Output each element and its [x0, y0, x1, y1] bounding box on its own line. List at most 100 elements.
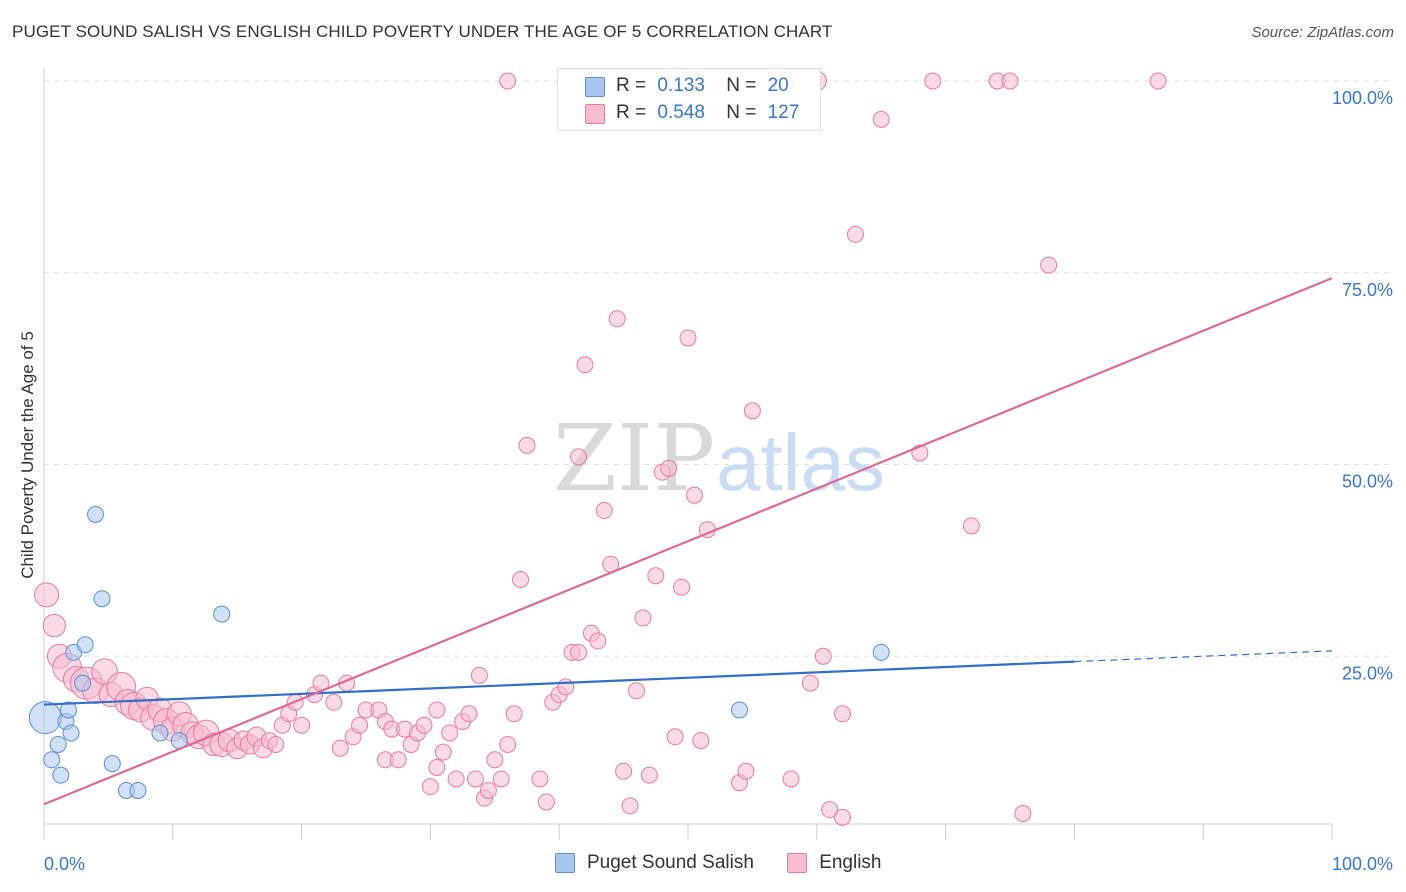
legend-label: English	[819, 852, 882, 873]
x-axis-tick-labels: 0.0% 100.0%	[44, 854, 1393, 874]
legend-swatch-blue	[585, 77, 605, 97]
english-point	[537, 793, 555, 811]
english-point	[576, 356, 594, 374]
english-point	[821, 801, 839, 819]
english-point	[499, 735, 517, 753]
x-tick-label: 0.0%	[44, 854, 85, 874]
legend-row-blue: R = 0.133 N = 20	[616, 75, 789, 97]
english-point	[570, 448, 588, 466]
english-point	[608, 310, 626, 328]
puget-sound-salish-point	[49, 735, 67, 753]
english-point	[428, 701, 446, 719]
puget-sound-salish-point	[43, 751, 61, 769]
english-point	[647, 567, 665, 585]
english-point	[570, 643, 588, 661]
trend-lines	[43, 277, 1333, 806]
english-points	[34, 70, 1167, 826]
english-point	[479, 781, 497, 799]
english-point	[325, 693, 343, 711]
puget-sound-salish-points	[28, 505, 890, 799]
english-point	[737, 762, 755, 780]
puget-sound-salish-point	[74, 674, 92, 692]
english-point	[428, 758, 446, 776]
english-trend	[43, 277, 1333, 806]
legend-item-english: English	[787, 852, 882, 874]
english-point	[846, 225, 864, 243]
puget-sound-salish-trend	[43, 660, 1075, 706]
english-point	[434, 743, 452, 761]
y-tick-label: 50.0%	[1342, 472, 1393, 492]
puget-sound-salish-point	[213, 605, 231, 623]
legend-row-pink: R = 0.548 N = 127	[616, 102, 799, 124]
english-point	[782, 770, 800, 788]
english-point	[834, 705, 852, 723]
english-point	[557, 678, 575, 696]
english-point	[685, 486, 703, 504]
puget-sound-salish-point	[52, 766, 70, 784]
puget-sound-salish-point	[87, 505, 105, 523]
legend-item-puget-sound-salish: Puget Sound Salish	[555, 852, 754, 874]
source-credit: Source: ZipAtlas.com	[1251, 24, 1394, 41]
r-value: 0.548	[657, 102, 705, 123]
y-tick-label: 25.0%	[1342, 663, 1393, 683]
english-point	[466, 770, 484, 788]
english-point	[470, 666, 488, 684]
r-label: R =	[616, 102, 647, 123]
english-point	[331, 739, 349, 757]
puget-sound-salish-point	[731, 701, 749, 719]
r-value: 0.133	[657, 75, 705, 96]
legend-swatch-pink	[585, 104, 605, 124]
n-label: N =	[726, 102, 757, 123]
english-point	[421, 778, 439, 796]
n-value: 20	[767, 75, 789, 96]
english-point	[834, 808, 852, 826]
english-point	[492, 770, 510, 788]
english-point	[634, 609, 652, 627]
english-point	[743, 402, 761, 420]
english-point	[666, 728, 684, 746]
english-point	[441, 724, 459, 742]
y-tick-label: 100.0%	[1332, 88, 1393, 108]
watermark: ZIP atlas	[553, 405, 885, 512]
english-point	[801, 674, 819, 692]
series-legend: Puget Sound Salish English	[555, 852, 910, 879]
english-point	[34, 582, 60, 608]
english-point	[1001, 72, 1019, 90]
x-tick-label: 100.0%	[1332, 854, 1393, 874]
english-point	[1040, 256, 1058, 274]
legend-swatch-pink	[787, 853, 808, 873]
english-point	[595, 502, 613, 520]
english-point	[42, 613, 67, 638]
english-point	[518, 436, 536, 454]
n-value: 127	[767, 102, 800, 123]
legend-swatch-blue	[555, 853, 575, 873]
english-point	[814, 647, 832, 665]
x-axis-ticks	[43, 824, 1333, 840]
english-point	[1149, 72, 1167, 90]
english-point	[673, 578, 691, 596]
r-label: R =	[616, 75, 647, 96]
puget-sound-salish-trend-extension	[1074, 650, 1333, 663]
english-point	[505, 705, 523, 723]
puget-sound-salish-point	[872, 643, 890, 661]
english-point	[621, 797, 639, 815]
english-point	[531, 770, 549, 788]
english-point	[486, 751, 504, 769]
watermark-atlas: atlas	[716, 418, 885, 507]
chart-title: PUGET SOUND SALISH VS ENGLISH CHILD POVE…	[12, 22, 833, 41]
puget-sound-salish-point	[62, 724, 80, 742]
english-point	[1014, 804, 1032, 822]
english-point	[460, 705, 478, 723]
english-point	[389, 751, 407, 769]
english-point	[447, 770, 465, 788]
english-point	[512, 571, 530, 589]
puget-sound-salish-point	[129, 781, 147, 799]
puget-sound-salish-point	[76, 636, 94, 654]
grid-lines	[44, 80, 1392, 657]
english-point	[589, 632, 607, 650]
puget-sound-salish-point	[151, 724, 169, 742]
english-point	[415, 716, 433, 734]
english-point	[962, 517, 980, 535]
puget-sound-salish-point	[93, 590, 111, 608]
